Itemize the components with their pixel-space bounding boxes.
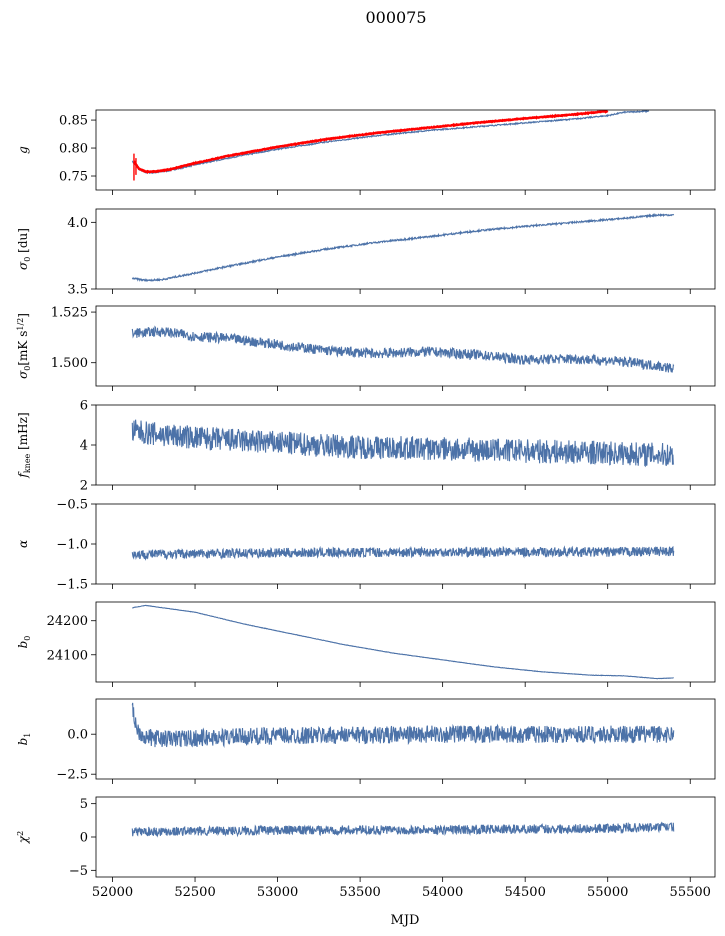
y-tick-label: 24200 bbox=[47, 614, 88, 629]
series-line bbox=[131, 325, 675, 373]
x-tick-label: 53000 bbox=[257, 885, 298, 900]
x-tick-label: 53500 bbox=[339, 885, 380, 900]
subplot-3: 1.500 1.525 σ0[mK s1/2] bbox=[16, 305, 716, 391]
subplot-8: −5 0 5 52000 52500 53000 53500 54000 54500 55000 5… bbox=[16, 796, 716, 900]
series-line bbox=[131, 110, 650, 175]
axes-frame bbox=[95, 698, 716, 780]
axes-frame bbox=[95, 503, 716, 585]
subplot-7: −2.5 0.0 b1 bbox=[16, 698, 716, 784]
y-axis-label: σ0[mK s1/2] bbox=[16, 313, 32, 379]
axes-frame bbox=[95, 305, 716, 387]
y-tick-label: 0.0 bbox=[67, 728, 88, 743]
y-axis-label: fknee [mHz] bbox=[16, 412, 32, 478]
y-tick-label: 1.500 bbox=[51, 356, 88, 371]
y-tick-label: 1.525 bbox=[51, 306, 88, 321]
subplot-2: 3.5 4.0 σ0 [du] bbox=[16, 208, 716, 298]
x-axis-label: MJD bbox=[391, 913, 420, 928]
y-tick-label: −2.5 bbox=[56, 768, 88, 783]
axes-frame bbox=[95, 109, 716, 191]
y-tick-label: −0.5 bbox=[56, 498, 88, 513]
subplots: 0.75 0.80 0.85 g 3.5 4.0 σ0 [du] 1.500 1.525 σ0[m… bbox=[16, 109, 716, 900]
series-line bbox=[132, 604, 674, 680]
x-tick-label: 55000 bbox=[587, 885, 628, 900]
y-tick-label: 5 bbox=[80, 797, 88, 812]
y-axis-label: b1 bbox=[16, 733, 32, 746]
series-line bbox=[131, 419, 675, 468]
overlay-series-line bbox=[133, 110, 609, 175]
y-axis-label: b0 bbox=[16, 636, 32, 649]
subplot-1: 0.75 0.80 0.85 g bbox=[16, 109, 716, 195]
y-tick-label: 0.75 bbox=[59, 170, 88, 185]
y-tick-label: 3.5 bbox=[67, 283, 88, 298]
y-tick-label: −5 bbox=[69, 864, 88, 879]
subplot-6: 24100 24200 b0 bbox=[16, 601, 716, 687]
y-tick-label: −1.5 bbox=[56, 578, 88, 593]
axes-frame bbox=[95, 601, 716, 683]
x-tick-label: 52000 bbox=[92, 885, 133, 900]
x-tick-label: 54000 bbox=[422, 885, 463, 900]
y-axis-label: χ2 bbox=[16, 831, 30, 844]
x-tick-label: 54500 bbox=[504, 885, 545, 900]
overlay-error-bars bbox=[133, 153, 137, 181]
y-axis-label: α bbox=[16, 540, 30, 548]
axes-frame bbox=[95, 208, 716, 290]
y-axis-label: σ0 [du] bbox=[16, 228, 32, 270]
y-tick-label: 4.0 bbox=[67, 216, 88, 231]
series-line bbox=[131, 702, 675, 748]
y-tick-label: 2 bbox=[80, 479, 88, 494]
y-tick-label: 0.85 bbox=[59, 114, 88, 129]
x-tick-label: 55500 bbox=[670, 885, 711, 900]
y-tick-label: 0.80 bbox=[59, 142, 88, 157]
y-tick-label: 0 bbox=[80, 831, 88, 846]
subplot-4: 2 4 6 fknee [mHz] bbox=[16, 399, 716, 494]
axes-frame bbox=[95, 796, 716, 878]
y-tick-label: −1.0 bbox=[56, 538, 88, 553]
figure-title: 000075 bbox=[365, 8, 426, 27]
subplot-5: −1.5 −1.0 −0.5 α bbox=[16, 498, 716, 593]
x-tick-label: 52500 bbox=[174, 885, 215, 900]
series-line bbox=[131, 821, 675, 838]
y-tick-label: 6 bbox=[80, 399, 88, 414]
series-line bbox=[131, 212, 675, 283]
y-axis-label: g bbox=[16, 146, 30, 154]
y-tick-label: 24100 bbox=[47, 648, 88, 663]
series-line bbox=[131, 545, 675, 561]
y-tick-label: 4 bbox=[80, 439, 88, 454]
